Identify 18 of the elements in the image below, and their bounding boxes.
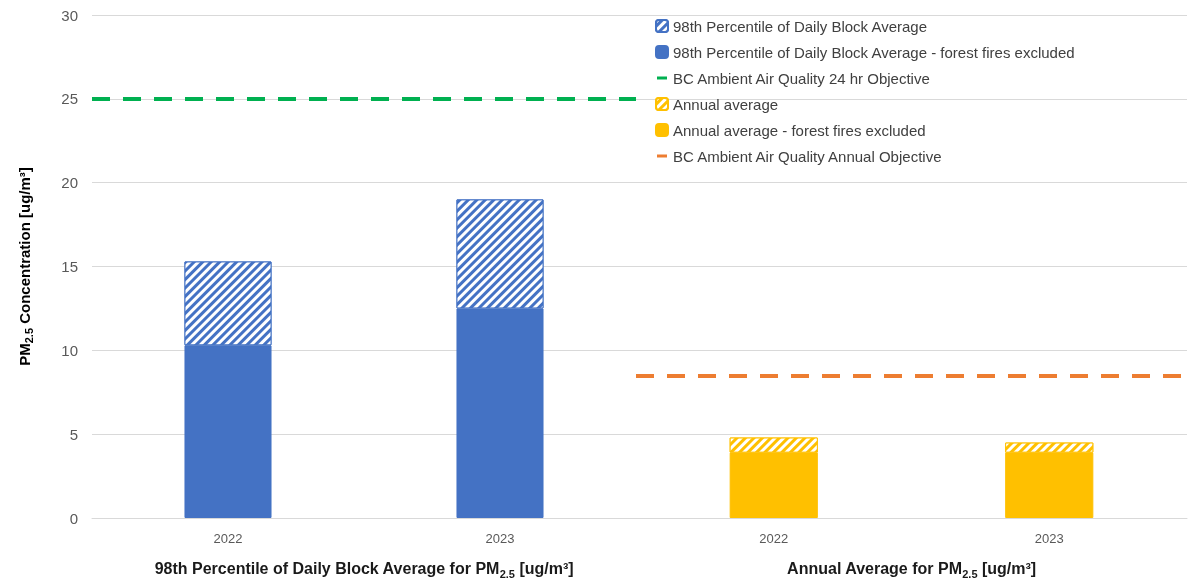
legend-label: Annual average - forest fires excluded bbox=[673, 121, 926, 139]
x-tick-label: 2022 bbox=[759, 531, 789, 546]
y-tick-label: 10 bbox=[61, 341, 78, 359]
legend-label: 98th Percentile of Daily Block Average bbox=[673, 17, 928, 35]
y-axis-title: PM2.5 Concentration [ug/m³] bbox=[15, 167, 35, 366]
y-tick-label: 15 bbox=[61, 258, 78, 275]
y-tick-label: 30 bbox=[61, 6, 78, 24]
legend-label: Annual average bbox=[673, 95, 779, 113]
legend-label: 98th Percentile of Daily Block Average - forest fires excluded bbox=[673, 43, 1075, 61]
legend-label: BC Ambient Air Quality Annual Objective bbox=[673, 147, 942, 165]
y-tick-label: 5 bbox=[69, 425, 78, 443]
y-tick-label: 25 bbox=[61, 90, 78, 108]
x-tick-label: 2023 bbox=[485, 531, 515, 546]
x-tick-label: 2023 bbox=[1034, 531, 1064, 546]
y-tick-label: 20 bbox=[61, 174, 78, 192]
legend-label: BC Ambient Air Quality 24 hr Objective bbox=[673, 69, 930, 87]
y-tick-label: 0 bbox=[69, 509, 78, 527]
x-tick-label: 2022 bbox=[213, 531, 243, 546]
